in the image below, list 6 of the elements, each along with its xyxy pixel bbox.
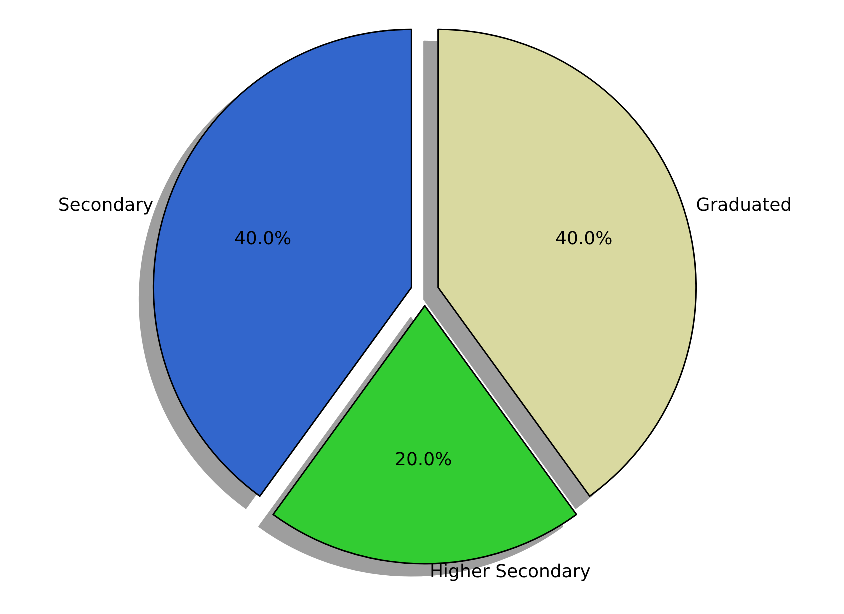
data-label: 20.0% bbox=[395, 449, 452, 470]
slice-label: Secondary bbox=[58, 194, 154, 216]
data-label: 40.0% bbox=[234, 228, 292, 250]
slice-label: Graduated bbox=[696, 194, 792, 216]
data-label: 40.0% bbox=[556, 228, 613, 250]
slice-label: Higher Secondary bbox=[430, 562, 592, 582]
